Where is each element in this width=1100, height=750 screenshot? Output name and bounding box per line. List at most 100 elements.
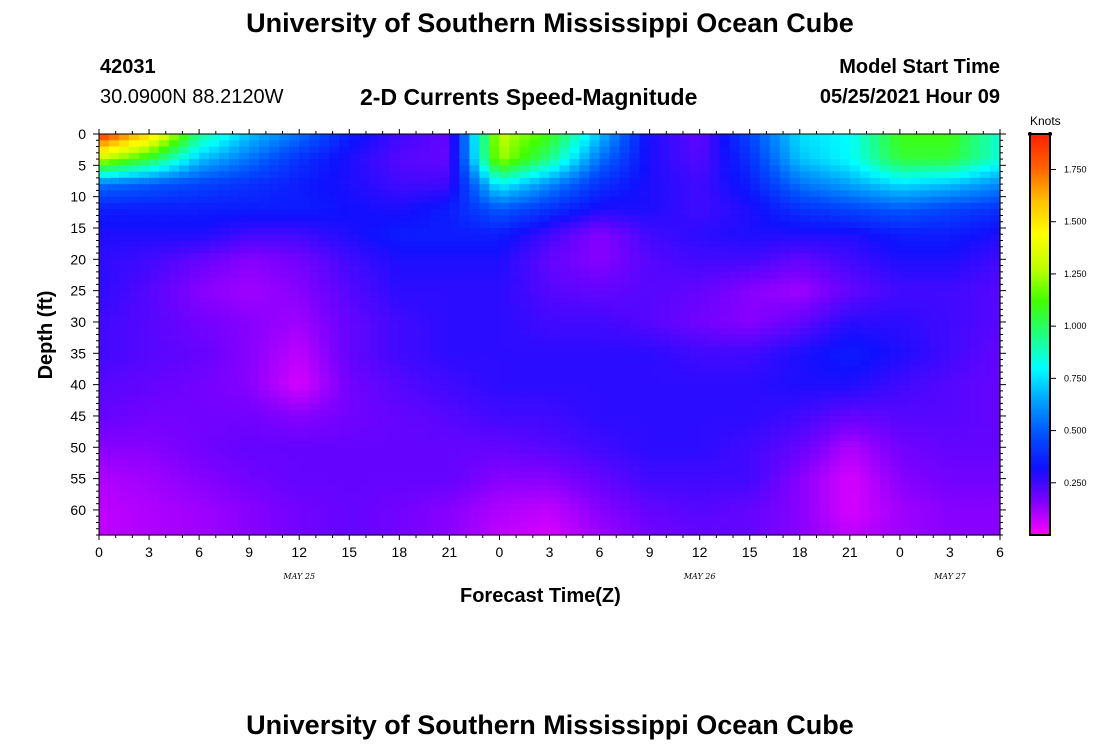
heatmap-cell: [619, 441, 631, 448]
heatmap-cell: [829, 159, 841, 166]
heatmap-cell: [449, 347, 460, 354]
heatmap-cell: [969, 466, 981, 473]
heatmap-cell: [859, 315, 871, 323]
heatmap-cell: [369, 365, 380, 373]
heatmap-cell: [379, 146, 390, 154]
heatmap-cell: [209, 303, 220, 311]
heatmap-cell: [159, 384, 170, 392]
heatmap-cell: [719, 184, 731, 191]
heatmap-cell: [749, 234, 761, 242]
heatmap-cell: [499, 340, 511, 348]
heatmap-cell: [649, 246, 661, 254]
heatmap-cell: [699, 390, 711, 398]
heatmap-cell: [459, 290, 471, 298]
heatmap-cell: [909, 165, 921, 173]
heatmap-cell: [769, 422, 781, 430]
heatmap-cell: [149, 259, 160, 267]
heatmap-cell: [699, 196, 711, 204]
heatmap-cell: [619, 278, 631, 285]
heatmap-cell: [589, 353, 601, 361]
heatmap-cell: [679, 472, 691, 480]
heatmap-cell: [159, 171, 170, 179]
heatmap-cell: [559, 334, 571, 342]
heatmap-cell: [769, 340, 781, 348]
heatmap-cell: [609, 321, 621, 329]
heatmap-cell: [419, 466, 430, 473]
heatmap-cell: [319, 271, 330, 279]
heatmap-cell: [469, 271, 481, 279]
heatmap-cell: [139, 134, 150, 141]
heatmap-cell: [779, 334, 791, 342]
heatmap-cell: [759, 171, 771, 179]
heatmap-cell: [959, 384, 971, 392]
heatmap-cell: [339, 328, 350, 336]
heatmap-cell: [119, 134, 130, 141]
heatmap-cell: [329, 334, 340, 342]
heatmap-cell: [229, 403, 240, 411]
heatmap-cell: [489, 177, 501, 185]
heatmap-cell: [499, 253, 511, 260]
heatmap-cell: [279, 296, 290, 304]
heatmap-cell: [149, 284, 160, 292]
heatmap-cell: [169, 152, 180, 160]
heatmap-cell: [469, 171, 481, 179]
heatmap-cell: [419, 134, 430, 141]
heatmap-cell: [959, 296, 971, 304]
heatmap-cell: [369, 466, 380, 473]
heatmap-cell: [409, 384, 420, 392]
heatmap-cell: [969, 234, 981, 242]
heatmap-cell: [769, 202, 781, 210]
heatmap-cell: [99, 240, 110, 248]
heatmap-cell: [469, 184, 481, 191]
heatmap-cell: [129, 184, 140, 191]
heatmap-cell: [329, 459, 340, 467]
heatmap-cell: [529, 347, 541, 354]
heatmap-cell: [979, 459, 991, 467]
heatmap-cell: [409, 246, 420, 254]
heatmap-cell: [499, 347, 511, 354]
heatmap-cell: [379, 353, 390, 361]
heatmap-cell: [929, 284, 941, 292]
heatmap-cell: [919, 422, 931, 430]
heatmap-cell: [339, 165, 350, 173]
heatmap-cell: [669, 246, 681, 254]
heatmap-cell: [289, 334, 300, 342]
heatmap-cell: [809, 265, 821, 273]
heatmap-cell: [689, 378, 701, 386]
heatmap-cell: [449, 171, 460, 179]
heatmap-cell: [389, 397, 400, 405]
heatmap-cell: [809, 315, 821, 323]
heatmap-cell: [669, 190, 681, 198]
heatmap-cell: [429, 365, 440, 373]
heatmap-cell: [589, 159, 601, 166]
heatmap-cell: [369, 221, 380, 229]
heatmap-cell: [379, 215, 390, 223]
heatmap-cell: [459, 403, 471, 411]
heatmap-cell: [269, 265, 280, 273]
heatmap-cell: [179, 303, 190, 311]
heatmap-cell: [759, 384, 771, 392]
heatmap-cell: [329, 347, 340, 354]
heatmap-cell: [779, 428, 791, 436]
heatmap-cell: [159, 347, 170, 354]
heatmap-cell: [189, 397, 200, 405]
heatmap-cell: [759, 353, 771, 361]
heatmap-cell: [709, 447, 721, 455]
heatmap-cell: [359, 190, 370, 198]
heatmap-cell: [219, 309, 230, 317]
heatmap-cell: [969, 184, 981, 191]
heatmap-cell: [849, 353, 861, 361]
heatmap-cell: [489, 453, 501, 461]
heatmap-cell: [509, 441, 521, 448]
heatmap-cell: [859, 309, 871, 317]
heatmap-cell: [639, 259, 651, 267]
heatmap-cell: [759, 409, 771, 417]
heatmap-cell: [209, 365, 220, 373]
heatmap-cell: [679, 171, 691, 179]
heatmap-cell: [179, 296, 190, 304]
heatmap-cell: [99, 221, 110, 229]
heatmap-cell: [889, 466, 901, 473]
heatmap-cell: [909, 384, 921, 392]
heatmap-cell: [279, 472, 290, 480]
heatmap-cell: [279, 365, 290, 373]
